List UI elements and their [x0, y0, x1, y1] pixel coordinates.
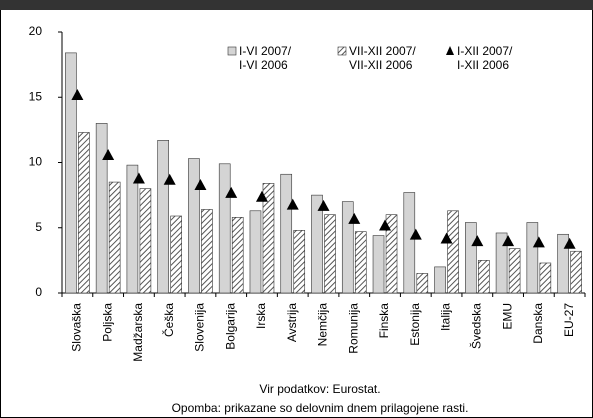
- x-tick-label: Avstrija: [285, 303, 299, 342]
- triangle-marker: [71, 88, 84, 100]
- bar: [65, 52, 77, 294]
- x-tick-label: Švedska: [468, 303, 483, 349]
- hatched-bar: [108, 181, 121, 294]
- header-band: [0, 0, 593, 10]
- x-tick-label: Romunija: [346, 303, 360, 354]
- hatched-bar: [354, 231, 367, 294]
- bar: [403, 192, 416, 294]
- triangle-marker: [532, 236, 545, 248]
- triangle-marker: [409, 228, 422, 240]
- bar: [157, 140, 169, 294]
- bar: [341, 201, 354, 294]
- y-tick-label: 20: [29, 24, 43, 38]
- hatched-bar: [324, 214, 336, 294]
- hatched-bar: [570, 250, 582, 294]
- legend-swatch: [337, 46, 347, 56]
- x-tick-label: Madžarska: [131, 303, 145, 362]
- triangle-marker: [255, 190, 268, 202]
- bar: [126, 164, 139, 294]
- x-tick-label: Poljska: [100, 303, 114, 342]
- legend-label: VII-XII 2007/ VII-XII 2006: [349, 44, 416, 72]
- x-tick-label: EMU: [500, 303, 514, 330]
- bar: [434, 266, 446, 294]
- hatched-bar: [201, 209, 213, 294]
- y-tick-label: 10: [29, 155, 43, 169]
- x-tick-label: Danska: [531, 303, 545, 344]
- footnote: Vir podatkov: Eurostat.: [259, 382, 380, 396]
- triangle-marker: [348, 212, 361, 224]
- x-tick-label: Slovaška: [70, 303, 84, 352]
- hatched-bar: [78, 132, 90, 294]
- hatched-bar: [447, 210, 459, 294]
- triangle-marker: [163, 173, 176, 185]
- x-tick-label: Bolgarija: [223, 303, 237, 350]
- bar: [557, 233, 569, 294]
- triangle-marker: [379, 219, 392, 231]
- x-tick-label: Estonija: [408, 303, 422, 346]
- bar: [526, 222, 539, 294]
- triangle-marker: [563, 237, 576, 249]
- bar: [188, 158, 200, 294]
- triangle-marker: [471, 235, 484, 247]
- bar: [465, 222, 477, 294]
- y-tick-label: 15: [29, 89, 43, 103]
- hatched-bar: [231, 217, 244, 294]
- hatched-bar: [262, 183, 275, 294]
- triangle-marker: [317, 199, 330, 211]
- bar: [95, 123, 108, 294]
- x-tick-label: Italija: [439, 303, 453, 331]
- y-tick-label: 5: [35, 220, 42, 234]
- triangle-marker: [102, 148, 115, 160]
- triangle-marker: [502, 235, 515, 247]
- x-tick-label: Irska: [254, 303, 268, 329]
- bar: [218, 163, 231, 294]
- hatched-bar: [416, 273, 429, 294]
- hatched-bar: [478, 260, 490, 294]
- triangle-marker: [132, 172, 145, 184]
- footnote: Opomba: prikazane so delovnim dnem prila…: [172, 401, 469, 415]
- legend-label: I-VI 2007/ I-VI 2006: [239, 44, 292, 72]
- hatched-bar: [385, 214, 398, 294]
- legend-swatch: [446, 46, 454, 55]
- legend-swatch: [227, 46, 237, 56]
- bar: [311, 194, 323, 294]
- hatched-bar: [539, 262, 552, 294]
- bar: [372, 235, 385, 294]
- hatched-bar: [508, 248, 521, 294]
- y-tick-label: 0: [35, 285, 42, 299]
- x-tick-label: Nemčija: [316, 303, 330, 347]
- triangle-marker: [286, 198, 299, 210]
- bar: [280, 173, 293, 294]
- x-tick-label: Finska: [377, 303, 391, 339]
- legend-label: I-XII 2007/ I-XII 2006: [457, 44, 513, 72]
- hatched-bar: [293, 230, 306, 294]
- x-tick-label: Slovenija: [193, 303, 207, 352]
- hatched-bar: [139, 188, 152, 294]
- x-tick-label: Češka: [161, 303, 176, 337]
- triangle-marker: [440, 232, 453, 244]
- x-tick-label: EU-27: [562, 303, 576, 337]
- bar: [249, 210, 262, 294]
- bar: [495, 232, 508, 294]
- triangle-marker: [225, 186, 238, 198]
- hatched-bar: [170, 215, 182, 294]
- triangle-marker: [194, 178, 207, 190]
